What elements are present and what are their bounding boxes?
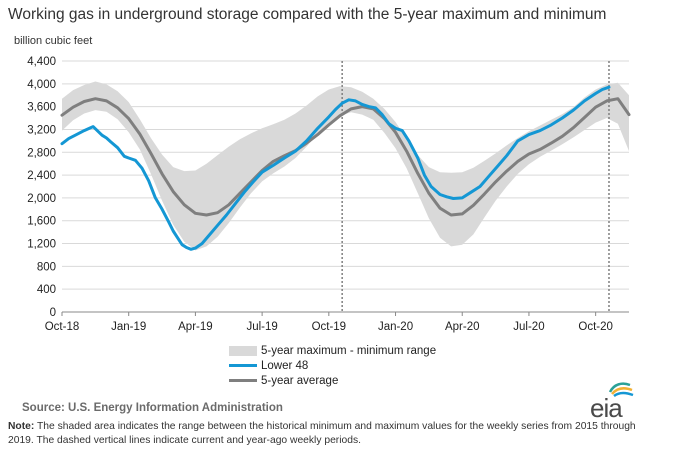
range-band-layer — [62, 81, 629, 251]
y-tick-label: 0 — [50, 307, 56, 319]
y-tick-label: 4,400 — [27, 56, 56, 68]
source-text: Source: U.S. Energy Information Administ… — [22, 402, 283, 414]
chart-title: Working gas in underground storage compa… — [8, 6, 607, 23]
lower48-line — [60, 85, 611, 251]
x-tick-label: Apr-20 — [445, 321, 480, 333]
legend-label-average: 5-year average — [261, 375, 339, 387]
note-text: Note: The shaded area indicates the rang… — [8, 420, 648, 448]
x-tick-label: Jul-19 — [246, 321, 277, 333]
y-tick-label: 2,800 — [27, 147, 56, 159]
series-lines — [60, 85, 631, 251]
note-label: Note: — [8, 421, 35, 432]
legend: 5-year maximum - minimum range Lower 48 … — [229, 344, 436, 389]
five-year-average-line — [60, 97, 631, 217]
x-tick-label: Jul-20 — [513, 321, 544, 333]
legend-swatch-average — [229, 379, 257, 383]
y-tick-label: 2,400 — [27, 170, 56, 182]
legend-label-range: 5-year maximum - minimum range — [261, 345, 437, 357]
legend-swatch-lower48 — [229, 364, 257, 368]
x-tick-label: Oct-19 — [312, 321, 347, 333]
legend-item-lower48: Lower 48 — [229, 359, 436, 374]
legend-item-average: 5-year average — [229, 374, 436, 389]
axes: 0 400 800 1,200 1,600 2,000 2,400 2,800 3,200 3,6… — [27, 56, 629, 333]
range-band — [62, 81, 629, 251]
y-tick-label: 3,200 — [27, 124, 56, 136]
y-tick-label: 400 — [37, 284, 56, 296]
y-tick-label: 1,600 — [27, 216, 56, 228]
y-tick-label: 3,600 — [27, 102, 56, 114]
x-tick-label: Jan-19 — [111, 321, 146, 333]
eia-logo-icon — [608, 382, 634, 398]
legend-item-range: 5-year maximum - minimum range — [229, 344, 436, 359]
storage-chart: 0 400 800 1,200 1,600 2,000 2,400 2,800 3,200 3,6… — [27, 56, 631, 333]
y-axis-unit-label: billion cubic feet — [14, 35, 93, 47]
y-tick-label: 1,200 — [27, 239, 56, 251]
x-tick-label: Oct-20 — [578, 321, 613, 333]
y-tick-label: 800 — [37, 261, 56, 273]
x-tick-label: Apr-19 — [178, 321, 213, 333]
x-tick-label: Jan-20 — [378, 321, 413, 333]
legend-swatch-range — [229, 345, 257, 356]
y-tick-label: 2,000 — [27, 193, 56, 205]
legend-label-lower48: Lower 48 — [261, 360, 309, 372]
y-tick-label: 4,000 — [27, 79, 56, 91]
eia-logo-text: eia — [590, 393, 623, 423]
x-tick-label: Oct-18 — [45, 321, 80, 333]
note-body: The shaded area indicates the range betw… — [8, 421, 636, 446]
